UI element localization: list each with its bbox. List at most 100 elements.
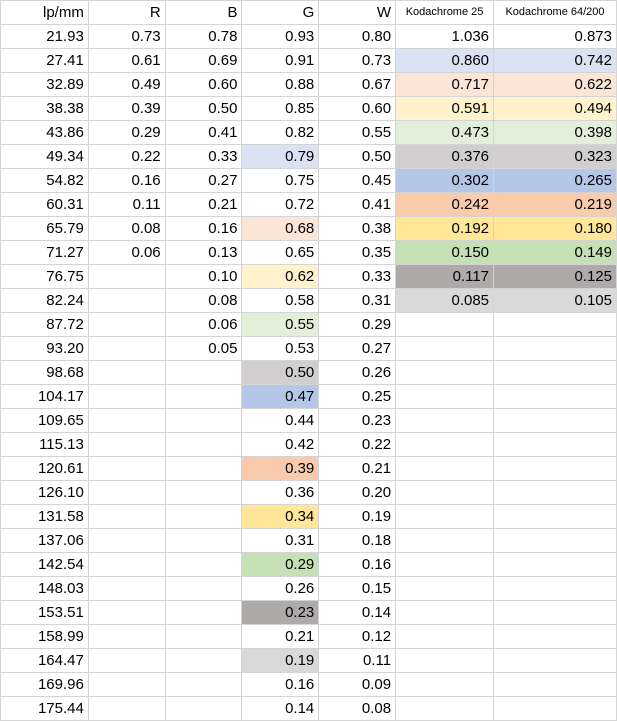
- cell-b[interactable]: [164, 432, 243, 457]
- cell-r[interactable]: [87, 432, 166, 457]
- cell-b[interactable]: [164, 384, 243, 409]
- cell-g[interactable]: 0.82: [241, 120, 320, 145]
- cell-lpmm[interactable]: 32.89: [0, 72, 89, 97]
- cell-g[interactable]: 0.36: [241, 480, 320, 505]
- cell-w[interactable]: 0.41: [318, 192, 397, 217]
- cell-b[interactable]: 0.69: [164, 48, 243, 73]
- header-cell-lpmm[interactable]: lp/mm: [0, 0, 89, 25]
- cell-r[interactable]: 0.22: [87, 144, 166, 169]
- cell-kodachrome-64-200[interactable]: 0.742: [493, 48, 617, 73]
- cell-kodachrome-64-200[interactable]: [493, 672, 617, 697]
- cell-kodachrome-25[interactable]: 0.085: [395, 288, 495, 313]
- cell-b[interactable]: [164, 408, 243, 433]
- cell-w[interactable]: 0.09: [318, 672, 397, 697]
- cell-kodachrome-25[interactable]: 0.192: [395, 216, 495, 241]
- cell-w[interactable]: 0.15: [318, 576, 397, 601]
- cell-w[interactable]: 0.73: [318, 48, 397, 73]
- header-cell-b[interactable]: B: [164, 0, 243, 25]
- cell-r[interactable]: [87, 624, 166, 649]
- cell-g[interactable]: 0.14: [241, 696, 320, 721]
- cell-kodachrome-64-200[interactable]: [493, 312, 617, 337]
- cell-w[interactable]: 0.29: [318, 312, 397, 337]
- cell-r[interactable]: [87, 360, 166, 385]
- cell-b[interactable]: 0.06: [164, 312, 243, 337]
- cell-w[interactable]: 0.19: [318, 504, 397, 529]
- cell-r[interactable]: [87, 552, 166, 577]
- cell-kodachrome-25[interactable]: [395, 336, 495, 361]
- cell-w[interactable]: 0.55: [318, 120, 397, 145]
- cell-b[interactable]: [164, 480, 243, 505]
- cell-w[interactable]: 0.31: [318, 288, 397, 313]
- cell-g[interactable]: 0.39: [241, 456, 320, 481]
- cell-r[interactable]: [87, 384, 166, 409]
- cell-b[interactable]: 0.05: [164, 336, 243, 361]
- cell-g[interactable]: 0.42: [241, 432, 320, 457]
- cell-b[interactable]: 0.21: [164, 192, 243, 217]
- cell-kodachrome-64-200[interactable]: [493, 336, 617, 361]
- cell-r[interactable]: 0.29: [87, 120, 166, 145]
- cell-lpmm[interactable]: 76.75: [0, 264, 89, 289]
- cell-kodachrome-25[interactable]: 0.717: [395, 72, 495, 97]
- cell-kodachrome-25[interactable]: [395, 408, 495, 433]
- cell-lpmm[interactable]: 65.79: [0, 216, 89, 241]
- cell-kodachrome-25[interactable]: [395, 360, 495, 385]
- cell-kodachrome-64-200[interactable]: [493, 552, 617, 577]
- cell-lpmm[interactable]: 153.51: [0, 600, 89, 625]
- cell-kodachrome-64-200[interactable]: 0.873: [493, 24, 617, 49]
- cell-b[interactable]: 0.08: [164, 288, 243, 313]
- cell-b[interactable]: 0.10: [164, 264, 243, 289]
- cell-b[interactable]: [164, 552, 243, 577]
- cell-kodachrome-64-200[interactable]: 0.398: [493, 120, 617, 145]
- cell-lpmm[interactable]: 43.86: [0, 120, 89, 145]
- cell-r[interactable]: [87, 336, 166, 361]
- cell-lpmm[interactable]: 27.41: [0, 48, 89, 73]
- cell-kodachrome-64-200[interactable]: [493, 600, 617, 625]
- cell-b[interactable]: 0.33: [164, 144, 243, 169]
- cell-lpmm[interactable]: 109.65: [0, 408, 89, 433]
- cell-r[interactable]: [87, 504, 166, 529]
- cell-g[interactable]: 0.79: [241, 144, 320, 169]
- cell-w[interactable]: 0.14: [318, 600, 397, 625]
- cell-b[interactable]: 0.16: [164, 216, 243, 241]
- cell-b[interactable]: [164, 528, 243, 553]
- cell-kodachrome-25[interactable]: [395, 384, 495, 409]
- cell-w[interactable]: 0.26: [318, 360, 397, 385]
- cell-w[interactable]: 0.18: [318, 528, 397, 553]
- cell-g[interactable]: 0.55: [241, 312, 320, 337]
- cell-b[interactable]: [164, 672, 243, 697]
- cell-kodachrome-64-200[interactable]: 0.105: [493, 288, 617, 313]
- cell-lpmm[interactable]: 98.68: [0, 360, 89, 385]
- cell-w[interactable]: 0.60: [318, 96, 397, 121]
- cell-lpmm[interactable]: 93.20: [0, 336, 89, 361]
- cell-g[interactable]: 0.93: [241, 24, 320, 49]
- cell-w[interactable]: 0.21: [318, 456, 397, 481]
- cell-kodachrome-64-200[interactable]: 0.494: [493, 96, 617, 121]
- header-cell-g[interactable]: G: [241, 0, 320, 25]
- cell-b[interactable]: 0.50: [164, 96, 243, 121]
- cell-g[interactable]: 0.58: [241, 288, 320, 313]
- cell-kodachrome-64-200[interactable]: 0.323: [493, 144, 617, 169]
- cell-g[interactable]: 0.91: [241, 48, 320, 73]
- cell-w[interactable]: 0.27: [318, 336, 397, 361]
- cell-b[interactable]: [164, 504, 243, 529]
- cell-kodachrome-64-200[interactable]: 0.149: [493, 240, 617, 265]
- cell-kodachrome-25[interactable]: [395, 552, 495, 577]
- cell-g[interactable]: 0.50: [241, 360, 320, 385]
- cell-lpmm[interactable]: 82.24: [0, 288, 89, 313]
- cell-r[interactable]: 0.08: [87, 216, 166, 241]
- cell-lpmm[interactable]: 169.96: [0, 672, 89, 697]
- cell-kodachrome-25[interactable]: [395, 624, 495, 649]
- cell-g[interactable]: 0.47: [241, 384, 320, 409]
- cell-r[interactable]: [87, 480, 166, 505]
- cell-w[interactable]: 0.12: [318, 624, 397, 649]
- cell-kodachrome-64-200[interactable]: [493, 408, 617, 433]
- cell-r[interactable]: [87, 576, 166, 601]
- cell-r[interactable]: 0.11: [87, 192, 166, 217]
- cell-b[interactable]: [164, 360, 243, 385]
- header-cell-w[interactable]: W: [318, 0, 397, 25]
- cell-r[interactable]: [87, 672, 166, 697]
- cell-kodachrome-25[interactable]: 0.242: [395, 192, 495, 217]
- cell-b[interactable]: [164, 600, 243, 625]
- cell-r[interactable]: 0.73: [87, 24, 166, 49]
- cell-r[interactable]: 0.39: [87, 96, 166, 121]
